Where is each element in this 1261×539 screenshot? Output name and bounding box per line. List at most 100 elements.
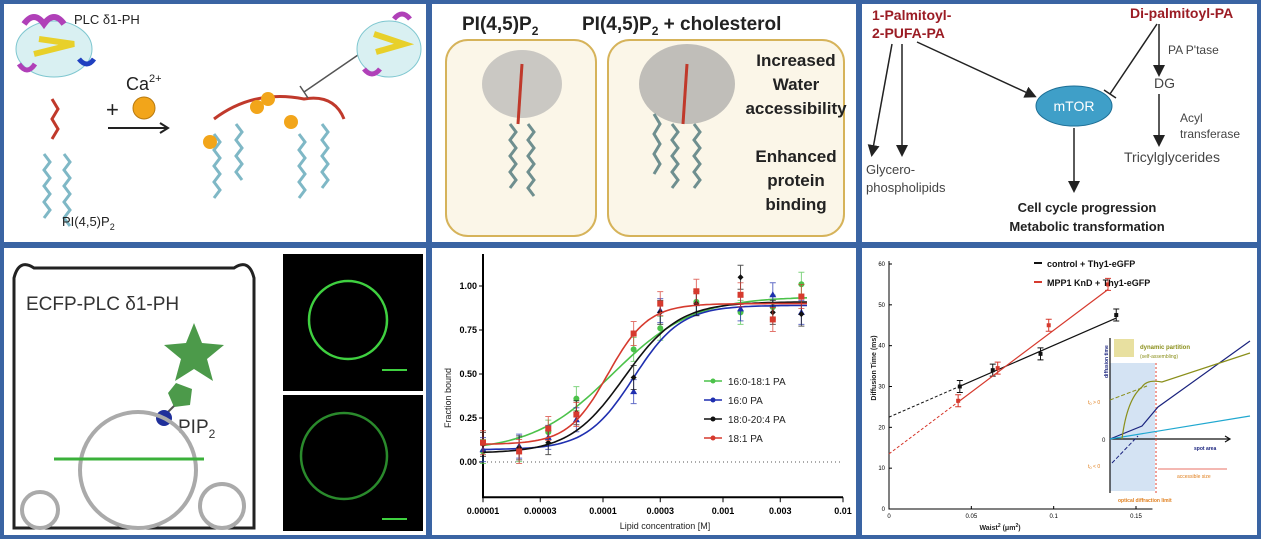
panel4-drawing: ECFP-PLC δ1-PH PIP2 [12, 254, 423, 531]
accessible-label: accessible size [1177, 474, 1211, 480]
y-tick-label: 0.75 [459, 325, 477, 335]
binding-chart: Lipid concentration [M] Fraction bound 0… [443, 254, 852, 531]
t0-negative-label: t0 < 0 [1088, 464, 1100, 470]
legend-label: 16:0 PA [728, 396, 763, 407]
data-point [1114, 313, 1119, 318]
fluorophore-star-icon [164, 323, 224, 381]
pentagon-icon [168, 383, 192, 407]
extrapolation-line [888, 385, 961, 418]
lipid-label: PI(4,5)P2 [62, 214, 115, 232]
chamber-outline [12, 263, 256, 530]
y-tick-label: 30 [878, 385, 885, 391]
binding-text-line: protein [767, 171, 825, 190]
protein-structure-icon [15, 14, 97, 78]
inset-line-cyan [1109, 415, 1251, 440]
inset-dashed-blue [1111, 435, 1139, 464]
inset-xlabel: spot area [1194, 446, 1216, 452]
lipid1-label-line: 1-Palmitoyl- [872, 7, 952, 23]
y-tick-label: 60 [878, 262, 885, 268]
glycero-label-line: Glycero- [866, 162, 915, 177]
fit-line [957, 289, 1109, 403]
panel-binding-chart: Lipid concentration [M] Fraction bound 0… [432, 248, 856, 535]
probe-label: ECFP-PLC δ1-PH [26, 294, 179, 315]
data-point [630, 346, 637, 353]
calcium-ion-icon [132, 96, 156, 120]
lipid-molecule-icon [42, 98, 72, 227]
vesicle-icon [78, 410, 198, 530]
legend-label: 16:0-18:1 PA [728, 377, 786, 388]
calcium-ion-icon [250, 100, 264, 114]
calcium-ion-icon [203, 135, 217, 149]
data-point [630, 374, 637, 381]
x-tick-label: 0.15 [1130, 514, 1142, 520]
inset-zero: 0 [1102, 438, 1106, 444]
inset-line-olive [1121, 352, 1251, 440]
diffraction-label: optical diffraction limit [1118, 498, 1172, 504]
data-point [1038, 351, 1043, 356]
enzyme2-label-line: Acyl [1180, 111, 1203, 125]
vesicle-ring-dim [299, 411, 389, 501]
data-point [516, 448, 523, 455]
data-point [630, 330, 637, 337]
legend-marker [710, 435, 716, 441]
y-tick-label: 10 [878, 466, 885, 472]
legend-label: control + Thy1-eGFP [1047, 259, 1135, 269]
legend-marker [710, 378, 716, 384]
panel-diffusion-chart: Diffusion Time (ms) Waist2 (μm2) dynamic… [862, 248, 1257, 535]
y-tick-label: 1.00 [459, 281, 477, 291]
panel3-drawing: 1-Palmitoyl- 2-PUFA-PA Di-palmitoyl-PA P… [866, 5, 1240, 234]
inset-title: dynamic partition [1140, 345, 1190, 351]
micrograph-bottom [283, 395, 423, 531]
inset-line-blue [1109, 340, 1251, 440]
x-tick-label: 0.05 [965, 514, 977, 520]
y-tick-label: 40 [878, 344, 885, 350]
data-point [480, 439, 486, 446]
outcome-label-line: Metabolic transformation [1009, 219, 1164, 234]
legend-marker [710, 416, 716, 422]
micrograph-top [283, 254, 423, 391]
calcium-label: Ca2+ [126, 73, 162, 94]
x-tick-label: 0.0003 [646, 506, 674, 516]
vesicle-icon [20, 490, 60, 530]
legend-label: MPP1 KnD + Thy1-eGFP [1047, 278, 1150, 288]
inset-axes [1109, 338, 1232, 493]
enzyme1-label: PA P'tase [1168, 43, 1219, 57]
x-axis-label: Waist2 (μm2) [979, 523, 1020, 532]
data-point [573, 395, 580, 402]
x-tick-label: 0.1 [1049, 514, 1058, 520]
y-tick-label: 50 [878, 303, 885, 309]
y-tick-label: 0.50 [459, 369, 477, 379]
y-tick-label: 0.00 [459, 457, 477, 467]
water-text-line: Water [773, 75, 820, 94]
pathway-arrows [867, 24, 1165, 193]
data-point [737, 305, 745, 312]
glycero-label-line: phospholipids [866, 180, 946, 195]
legend-marker [710, 397, 716, 403]
outcome-label-line: Cell cycle progression [1018, 200, 1157, 215]
lipid1-label-line: 2-PUFA-PA [872, 25, 945, 41]
x-tick-label: 0.003 [769, 506, 792, 516]
data-point [657, 300, 664, 307]
lipid2-label: Di-palmitoyl-PA [1130, 5, 1233, 21]
data-point [657, 325, 664, 332]
data-point [737, 291, 744, 298]
vesicle-icon [198, 482, 246, 530]
data-point [956, 398, 961, 403]
panel1-drawing: PLC δ1-PH PI(4,5)P2 + Ca2+ [15, 11, 422, 232]
y-tick-label: 0.25 [459, 413, 477, 423]
x-tick-label: 0.001 [712, 506, 735, 516]
data-point [798, 311, 805, 318]
inset-subtitle: (self-assembling) [1140, 354, 1178, 360]
fit-line [959, 317, 1117, 387]
mtor-label: mTOR [1054, 98, 1095, 114]
fit-curve [483, 302, 807, 445]
diffusion-chart: Diffusion Time (ms) Waist2 (μm2) dynamic… [871, 259, 1251, 532]
panel-pip2-cholesterol: PI(4,5)P2 PI(4,5)P2 + cholesterol Increa… [432, 4, 856, 242]
panel-pa-signaling: 1-Palmitoyl- 2-PUFA-PA Di-palmitoyl-PA P… [862, 4, 1257, 242]
extrapolation-line [888, 401, 959, 455]
enzyme2-label-line: transferase [1180, 127, 1240, 141]
tg-label: Tricylglycerides [1124, 149, 1220, 165]
data-point [769, 316, 776, 323]
y-axis-label: Diffusion Time (ms) [871, 335, 878, 400]
